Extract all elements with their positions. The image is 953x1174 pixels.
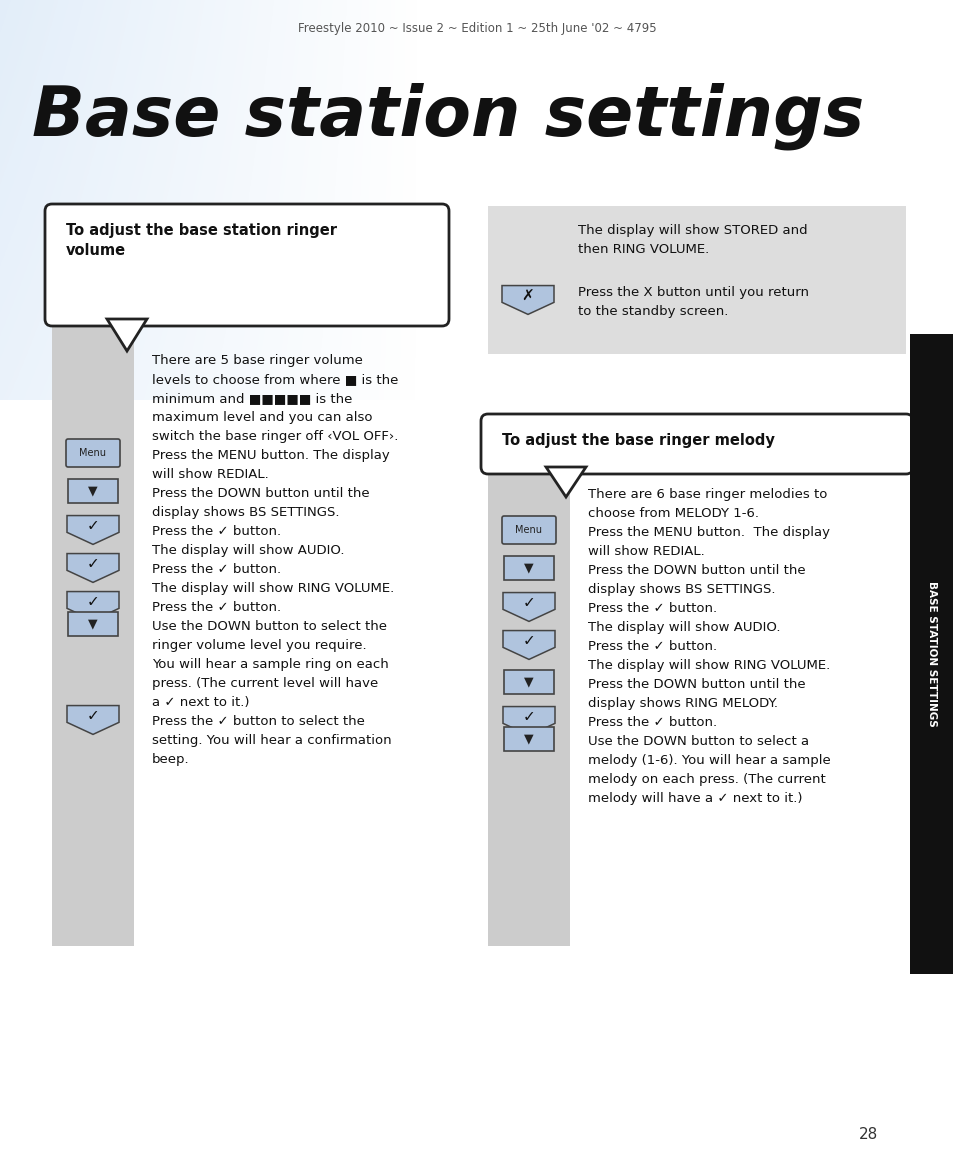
Text: setting. You will hear a confirmation: setting. You will hear a confirmation bbox=[152, 734, 392, 747]
Text: Press the ✓ button.: Press the ✓ button. bbox=[587, 716, 717, 729]
Text: ✓: ✓ bbox=[87, 556, 99, 572]
Text: The display will show AUDIO.: The display will show AUDIO. bbox=[152, 544, 344, 556]
Text: volume: volume bbox=[66, 243, 126, 258]
Text: ✓: ✓ bbox=[522, 595, 535, 610]
Text: Press the DOWN button until the: Press the DOWN button until the bbox=[587, 564, 804, 576]
Bar bbox=[52, 251, 133, 946]
Bar bbox=[503, 556, 554, 580]
Polygon shape bbox=[502, 630, 555, 660]
Text: Press the ✓ button.: Press the ✓ button. bbox=[587, 640, 717, 653]
Text: a ✓ next to it.): a ✓ next to it.) bbox=[152, 696, 250, 709]
Text: BASE STATION SETTINGS: BASE STATION SETTINGS bbox=[926, 581, 936, 727]
FancyBboxPatch shape bbox=[501, 517, 556, 544]
Text: Press the ✓ button to select the: Press the ✓ button to select the bbox=[152, 715, 364, 728]
Text: 28: 28 bbox=[859, 1127, 878, 1142]
Text: There are 5 base ringer volume: There are 5 base ringer volume bbox=[152, 355, 362, 367]
Text: ✗: ✗ bbox=[521, 289, 534, 304]
Text: melody on each press. (The current: melody on each press. (The current bbox=[587, 772, 825, 787]
Polygon shape bbox=[545, 467, 585, 497]
Text: Press the DOWN button until the: Press the DOWN button until the bbox=[152, 487, 369, 500]
Text: Freestyle 2010 ~ Issue 2 ~ Edition 1 ~ 25th June '02 ~ 4795: Freestyle 2010 ~ Issue 2 ~ Edition 1 ~ 2… bbox=[297, 22, 656, 35]
Text: ✓: ✓ bbox=[522, 709, 535, 724]
Bar bbox=[503, 727, 554, 751]
Bar bbox=[503, 670, 554, 694]
Text: display shows BS SETTINGS.: display shows BS SETTINGS. bbox=[587, 583, 775, 596]
Text: Press the ✓ button.: Press the ✓ button. bbox=[152, 525, 281, 538]
Text: ✓: ✓ bbox=[87, 519, 99, 533]
Text: choose from MELODY 1-6.: choose from MELODY 1-6. bbox=[587, 507, 759, 520]
Text: levels to choose from where ■ is the: levels to choose from where ■ is the bbox=[152, 373, 398, 386]
Polygon shape bbox=[107, 319, 147, 351]
FancyBboxPatch shape bbox=[480, 414, 912, 474]
Text: ▼: ▼ bbox=[523, 561, 534, 574]
Text: Press the ✓ button.: Press the ✓ button. bbox=[152, 564, 281, 576]
Polygon shape bbox=[67, 554, 119, 582]
Text: press. (The current level will have: press. (The current level will have bbox=[152, 677, 377, 690]
Text: The display will show STORED and: The display will show STORED and bbox=[578, 224, 807, 237]
Text: The display will show RING VOLUME.: The display will show RING VOLUME. bbox=[152, 582, 394, 595]
Text: The display will show AUDIO.: The display will show AUDIO. bbox=[587, 621, 780, 634]
Text: ▼: ▼ bbox=[523, 733, 534, 745]
Text: beep.: beep. bbox=[152, 753, 190, 765]
Text: Press the ✓ button.: Press the ✓ button. bbox=[152, 601, 281, 614]
Text: ▼: ▼ bbox=[88, 618, 98, 630]
Text: ▼: ▼ bbox=[88, 485, 98, 498]
Text: Press the MENU button. The display: Press the MENU button. The display bbox=[152, 448, 390, 463]
Text: ringer volume level you require.: ringer volume level you require. bbox=[152, 639, 366, 652]
Polygon shape bbox=[502, 707, 555, 735]
Text: will show REDIAL.: will show REDIAL. bbox=[587, 545, 704, 558]
FancyBboxPatch shape bbox=[45, 204, 449, 326]
Text: Use the DOWN button to select the: Use the DOWN button to select the bbox=[152, 620, 387, 633]
Polygon shape bbox=[67, 592, 119, 620]
Bar bbox=[68, 612, 118, 636]
Text: minimum and ■■■■■ is the: minimum and ■■■■■ is the bbox=[152, 392, 352, 405]
Text: Use the DOWN button to select a: Use the DOWN button to select a bbox=[587, 735, 808, 748]
Bar bbox=[68, 479, 118, 502]
Text: display shows RING MELODY.: display shows RING MELODY. bbox=[587, 697, 778, 710]
Text: There are 6 base ringer melodies to: There are 6 base ringer melodies to bbox=[587, 488, 826, 501]
Text: Press the MENU button.  The display: Press the MENU button. The display bbox=[587, 526, 829, 539]
Text: melody (1-6). You will hear a sample: melody (1-6). You will hear a sample bbox=[587, 754, 830, 767]
Text: Base station settings: Base station settings bbox=[32, 82, 863, 149]
Text: switch the base ringer off ‹VOL OFF›.: switch the base ringer off ‹VOL OFF›. bbox=[152, 430, 398, 443]
Polygon shape bbox=[501, 285, 554, 315]
Text: Menu: Menu bbox=[79, 448, 107, 458]
Text: ✓: ✓ bbox=[87, 594, 99, 609]
Text: melody will have a ✓ next to it.): melody will have a ✓ next to it.) bbox=[587, 792, 801, 805]
Text: Press the X button until you return: Press the X button until you return bbox=[578, 286, 808, 299]
Text: Menu: Menu bbox=[515, 525, 542, 535]
Text: to the standby screen.: to the standby screen. bbox=[578, 305, 727, 318]
Text: will show REDIAL.: will show REDIAL. bbox=[152, 468, 269, 481]
Bar bbox=[488, 466, 569, 946]
Text: You will hear a sample ring on each: You will hear a sample ring on each bbox=[152, 657, 388, 672]
Text: ✓: ✓ bbox=[522, 634, 535, 648]
Bar bbox=[909, 333, 953, 974]
Text: Press the DOWN button until the: Press the DOWN button until the bbox=[587, 679, 804, 691]
Text: The display will show RING VOLUME.: The display will show RING VOLUME. bbox=[587, 659, 829, 672]
Text: display shows BS SETTINGS.: display shows BS SETTINGS. bbox=[152, 506, 339, 519]
Text: To adjust the base station ringer: To adjust the base station ringer bbox=[66, 223, 336, 238]
Text: Press the ✓ button.: Press the ✓ button. bbox=[587, 602, 717, 615]
Bar bbox=[488, 205, 905, 355]
Text: ✓: ✓ bbox=[87, 708, 99, 723]
Polygon shape bbox=[67, 706, 119, 735]
Text: maximum level and you can also: maximum level and you can also bbox=[152, 411, 372, 424]
Text: ▼: ▼ bbox=[523, 675, 534, 688]
FancyBboxPatch shape bbox=[66, 439, 120, 467]
Polygon shape bbox=[502, 593, 555, 621]
Polygon shape bbox=[67, 515, 119, 545]
Text: To adjust the base ringer melody: To adjust the base ringer melody bbox=[501, 433, 774, 448]
Text: then RING VOLUME.: then RING VOLUME. bbox=[578, 243, 708, 256]
